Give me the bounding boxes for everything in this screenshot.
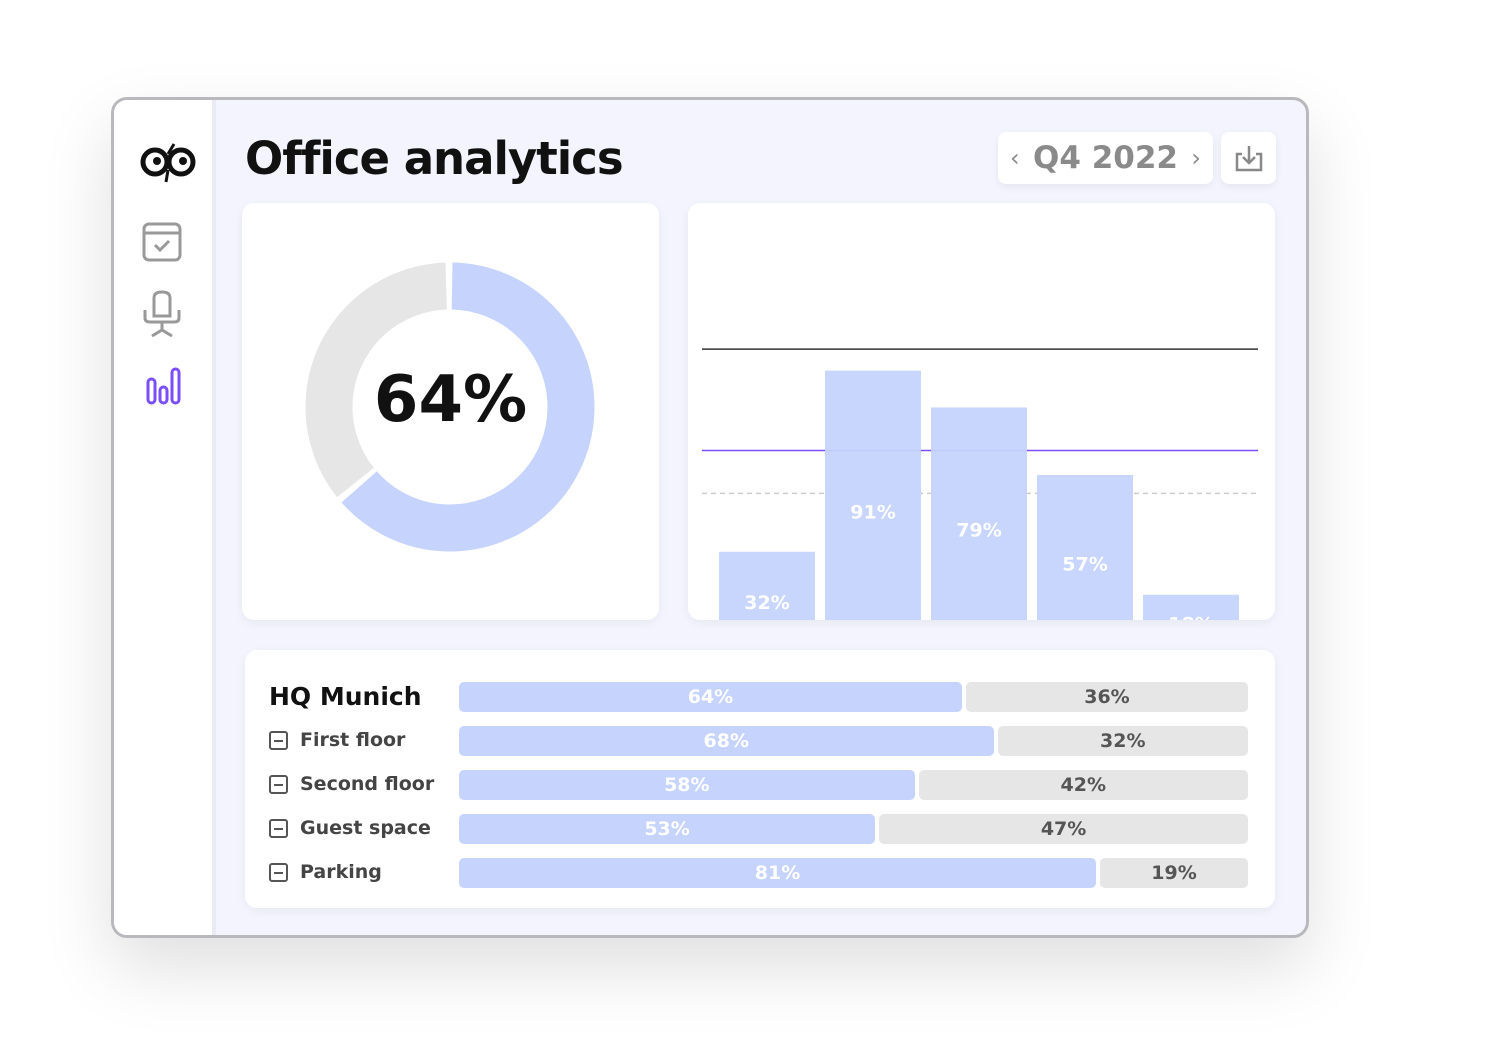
donut-chart (305, 262, 595, 552)
bar-data-label: 79% (956, 520, 1001, 542)
free-bar: 47% (879, 814, 1248, 844)
office-chair-icon[interactable] (140, 290, 184, 340)
bar-data-label: 32% (744, 592, 789, 614)
used-bar: 64% (459, 682, 962, 712)
bar-thu (1037, 475, 1133, 650)
used-bar: 58% (459, 770, 915, 800)
donut-remainder-arc (305, 262, 595, 552)
free-bar: 36% (965, 682, 1248, 712)
sublocation-row[interactable]: Second floor (269, 773, 434, 795)
donut-used-arc (305, 262, 595, 552)
used-bar: 68% (459, 726, 994, 756)
row-label: First floor (300, 729, 406, 751)
weekday-bar-chart: 32%Mon91%Tue79%Wed57%Thu18%Fri (702, 348, 1261, 697)
page-title: Office analytics (245, 132, 624, 185)
occupancy-donut-card: 64% (242, 203, 659, 620)
location-table: HQ Munich 64% 36% First floor 68% 32% Second f… (245, 650, 1275, 908)
used-bar: 81% (459, 858, 1097, 888)
collapse-icon[interactable] (269, 774, 288, 794)
calendar-check-icon[interactable] (140, 220, 184, 264)
collapse-icon[interactable] (269, 862, 288, 882)
sublocation-row[interactable]: Parking (269, 861, 382, 883)
free-bar: 32% (997, 726, 1248, 756)
period-selector: ‹ Q4 2022 › (998, 132, 1213, 184)
used-bar: 53% (459, 814, 876, 844)
sidebar (114, 100, 216, 935)
row-label: HQ Munich (269, 682, 422, 711)
free-bar: 19% (1100, 858, 1248, 888)
bar-wed (931, 407, 1027, 650)
location-name: HQ Munich (269, 682, 422, 711)
download-icon (1235, 146, 1262, 172)
row-label: Parking (300, 861, 382, 883)
chevron-left-icon[interactable]: ‹ (1010, 144, 1020, 172)
free-bar: 42% (918, 770, 1248, 800)
sublocation-row[interactable]: Guest space (269, 817, 431, 839)
collapse-icon[interactable] (269, 730, 288, 750)
app-window: Office analytics ‹ Q4 2022 › 64% 32%Mon9… (111, 97, 1309, 938)
bar-tue (825, 370, 921, 650)
logo-owl-icon[interactable] (140, 140, 196, 184)
donut-value: 64% (373, 363, 528, 437)
period-label: Q4 2022 (1033, 140, 1178, 176)
chevron-right-icon[interactable]: › (1191, 144, 1201, 172)
download-button[interactable] (1221, 132, 1276, 184)
row-label: Guest space (300, 817, 431, 839)
bar-data-label: 57% (1062, 554, 1107, 576)
row-label: Second floor (300, 773, 435, 795)
sublocation-row[interactable]: First floor (269, 729, 405, 751)
bar-data-label: 91% (850, 501, 895, 523)
collapse-icon[interactable] (269, 818, 288, 838)
bar-data-label: 18% (1168, 613, 1213, 620)
bar-chart-icon[interactable] (140, 365, 184, 409)
weekday-chart-card: 32%Mon91%Tue79%Wed57%Thu18%Fri (688, 203, 1275, 697)
